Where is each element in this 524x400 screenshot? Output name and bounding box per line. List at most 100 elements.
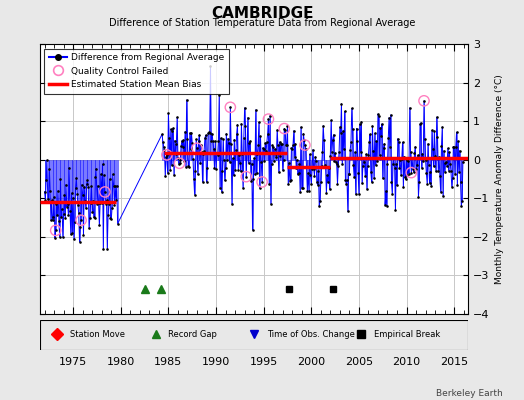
Point — [282, 142, 290, 148]
Point — [396, 157, 405, 164]
Point — [329, 136, 337, 143]
Point — [390, 155, 398, 161]
Point — [198, 148, 206, 155]
Point — [291, 141, 300, 147]
Point — [275, 169, 283, 176]
Point — [72, 175, 81, 181]
Point — [367, 179, 376, 185]
Point — [223, 157, 231, 163]
Point — [334, 162, 343, 169]
Point — [103, 246, 112, 252]
Point — [445, 149, 454, 155]
Point — [366, 131, 374, 138]
Point — [252, 106, 260, 113]
Point — [256, 133, 265, 140]
Point — [264, 116, 272, 122]
Point — [374, 111, 382, 117]
Point — [421, 157, 430, 164]
Point — [278, 141, 286, 148]
Point — [411, 143, 420, 150]
Point — [412, 166, 420, 172]
Point — [350, 174, 358, 180]
Point — [386, 143, 394, 150]
Point — [320, 137, 328, 143]
Point — [410, 150, 419, 156]
Point — [351, 149, 359, 155]
Point — [62, 181, 70, 188]
Point — [172, 140, 181, 147]
Point — [107, 216, 115, 222]
Point — [86, 200, 95, 207]
Point — [367, 169, 375, 175]
Point — [253, 150, 261, 157]
Point — [321, 164, 330, 170]
Point — [204, 130, 212, 137]
Point — [303, 187, 311, 194]
Point — [409, 165, 417, 172]
Point — [421, 136, 429, 142]
Point — [216, 135, 225, 142]
Point — [307, 181, 315, 187]
Point — [458, 158, 467, 165]
Point — [110, 202, 118, 208]
Point — [400, 154, 408, 160]
Point — [454, 138, 462, 145]
Point — [174, 155, 182, 161]
Text: 1990: 1990 — [202, 358, 230, 367]
Point — [325, 186, 334, 192]
Point — [349, 162, 357, 168]
Point — [399, 184, 408, 190]
Point — [79, 232, 88, 238]
Point — [290, 128, 298, 134]
Point — [348, 126, 357, 132]
Point — [427, 182, 435, 189]
Point — [404, 158, 412, 164]
Point — [104, 212, 112, 218]
Point — [193, 171, 202, 178]
Point — [192, 136, 200, 143]
Point — [210, 145, 218, 152]
Point — [296, 189, 304, 196]
Text: 2005: 2005 — [345, 358, 373, 367]
Point — [387, 112, 395, 118]
Point — [190, 176, 198, 182]
Point — [167, 162, 176, 168]
Point — [101, 189, 109, 195]
Text: 2010: 2010 — [392, 358, 421, 367]
Point — [97, 200, 106, 206]
Point — [110, 182, 118, 189]
Point — [441, 168, 449, 175]
Point — [305, 188, 313, 194]
Point — [241, 104, 249, 111]
Point — [341, 108, 349, 114]
Point — [301, 142, 309, 148]
Text: 1995: 1995 — [249, 358, 278, 367]
Point — [413, 162, 421, 168]
Point — [91, 215, 99, 221]
Point — [67, 231, 75, 238]
Point — [344, 208, 352, 214]
Point — [159, 138, 167, 145]
Point — [88, 209, 96, 216]
Point — [233, 122, 242, 128]
Point — [102, 200, 110, 207]
Point — [165, 135, 173, 141]
Point — [331, 150, 340, 156]
Point — [249, 176, 257, 182]
Point — [446, 160, 454, 167]
Point — [233, 130, 241, 137]
Point — [158, 131, 166, 138]
Point — [429, 163, 438, 170]
Point — [248, 227, 257, 233]
Point — [342, 181, 351, 187]
Point — [352, 125, 361, 132]
Point — [49, 214, 58, 220]
Point — [193, 145, 201, 152]
Point — [193, 145, 201, 152]
Point — [305, 151, 314, 158]
Point — [176, 157, 184, 164]
Point — [418, 165, 426, 171]
Point — [437, 143, 445, 150]
Point — [408, 155, 416, 161]
Point — [176, 160, 184, 166]
